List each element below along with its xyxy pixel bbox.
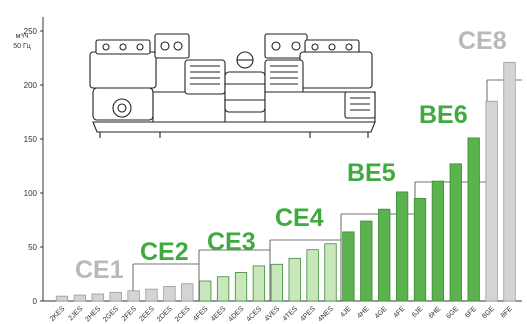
y-tick-label: 0: [33, 297, 38, 306]
category-label: 4EES: [210, 305, 228, 323]
category-label: 4PES: [299, 305, 317, 323]
category-label: 6HE: [428, 305, 443, 320]
category-label: 4FE: [392, 305, 406, 319]
bar: [109, 291, 122, 302]
y-tick-label: 200: [24, 81, 38, 90]
bar: [73, 294, 87, 302]
category-label: 4HE: [356, 305, 371, 320]
bar: [306, 249, 319, 302]
y-tick-label: 150: [24, 135, 38, 144]
y-tick-label: 100: [24, 189, 38, 198]
bar: [91, 293, 104, 302]
compressor-illustration: [89, 33, 376, 138]
category-label: 4JE: [339, 305, 353, 319]
bar: [145, 288, 158, 302]
group-label: CE8: [458, 27, 507, 55]
bar: [503, 61, 516, 302]
bar: [252, 265, 266, 302]
group-label: BE6: [419, 101, 468, 129]
category-label: 2GES: [102, 305, 120, 323]
category-label: 2KES: [49, 305, 67, 323]
bar: [181, 283, 194, 302]
category-label: 2FES: [121, 305, 139, 323]
category-label: 2DES: [156, 305, 174, 323]
bar: [449, 163, 462, 302]
group-label: CE1: [75, 256, 124, 284]
category-label: 2EES: [138, 305, 156, 323]
bar: [270, 263, 283, 302]
bar: [342, 231, 355, 302]
bar: [288, 257, 301, 302]
category-label: 2HES: [84, 305, 102, 323]
bar: [127, 290, 140, 302]
bar: [485, 100, 498, 302]
category-label: 6FE: [464, 305, 478, 319]
y-axis-label: 50 Гц: [13, 43, 31, 50]
category-label: 4TES: [282, 305, 300, 323]
group-label: CE3: [207, 228, 256, 256]
group-label: CE2: [140, 238, 189, 266]
bar: [413, 197, 427, 302]
category-label: 6GE: [445, 305, 460, 320]
bar: [431, 180, 445, 302]
category-label: 4DES: [228, 305, 246, 323]
bar: [216, 276, 230, 302]
category-label: 4NES: [317, 305, 335, 323]
category-label: 4CES: [245, 305, 263, 323]
category-label: 4FES: [192, 305, 210, 323]
bar: [234, 271, 248, 302]
y-tick-label: 50: [28, 243, 37, 252]
category-label: 8FE: [500, 305, 514, 319]
bar: [55, 295, 69, 302]
category-label: 2JES: [68, 305, 85, 322]
bar: [163, 286, 176, 302]
category-label: 2CES: [174, 305, 192, 323]
bars: [55, 61, 516, 302]
y-tick-label: 250: [24, 27, 38, 36]
bar: [324, 243, 337, 302]
category-label: 8GE: [481, 305, 496, 320]
group-label: CE4: [275, 204, 324, 232]
y-axis-label: м³/ч: [16, 33, 29, 40]
category-label: 4GE: [374, 305, 389, 320]
bar: [360, 220, 373, 302]
group-label: BE5: [347, 159, 396, 187]
category-label: 4VES: [264, 305, 282, 323]
bar: [395, 191, 409, 302]
bar: [378, 208, 391, 302]
bar: [199, 280, 212, 302]
category-label: 6JE: [411, 305, 425, 319]
bar: [467, 137, 480, 302]
